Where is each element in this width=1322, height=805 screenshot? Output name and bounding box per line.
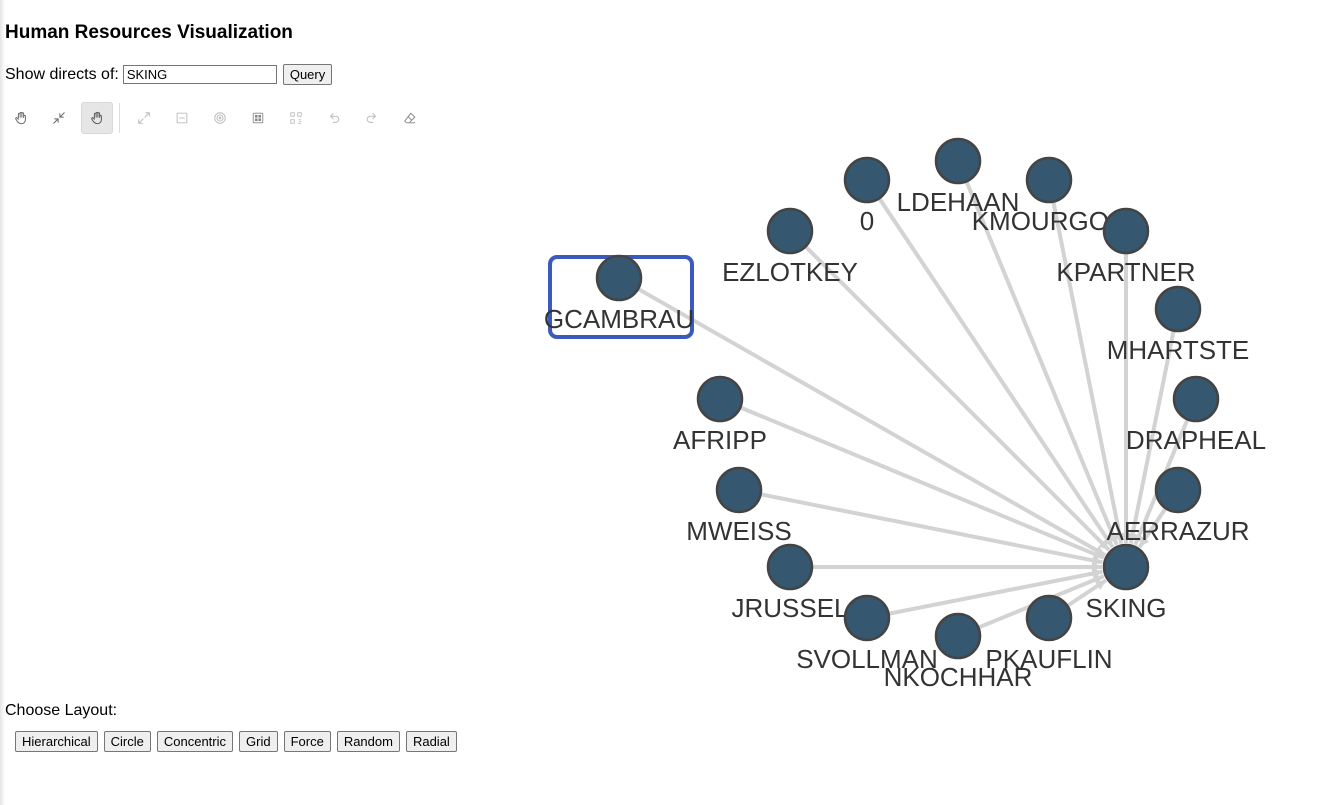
node-kpartner[interactable]: KPARTNER [1056, 207, 1196, 287]
node-circle[interactable] [934, 137, 982, 185]
redo-icon[interactable] [356, 102, 388, 134]
node-circle[interactable] [1172, 375, 1220, 423]
node-afripp[interactable]: AFRIPP [673, 375, 767, 455]
layout-buttons: Hierarchical Circle Concentric Grid Forc… [15, 731, 463, 752]
layout-force-button[interactable]: Force [283, 731, 331, 752]
undo-icon[interactable] [318, 102, 350, 134]
pan-hand-icon[interactable] [5, 102, 37, 134]
node-label: KPARTNER [1056, 257, 1195, 287]
graph-toolbar [5, 101, 432, 135]
node-label: SVOLLMAN [796, 644, 938, 674]
edge-arrowhead [1092, 575, 1104, 585]
node-label: EZLOTKEY [722, 257, 858, 287]
grid-icon[interactable] [242, 102, 274, 134]
expand-icon[interactable] [128, 102, 160, 134]
node-kmourgos[interactable]: KMOURGOS [972, 156, 1127, 236]
edge-arrowhead [1092, 549, 1104, 559]
node-label: 0 [860, 206, 874, 236]
node-circle[interactable] [715, 466, 763, 514]
node-mweiss[interactable]: MWEISS [686, 466, 792, 546]
node-label: AFRIPP [673, 425, 767, 455]
node-circle[interactable] [1154, 466, 1202, 514]
node-circle[interactable] [595, 254, 643, 302]
node-circle[interactable] [934, 612, 982, 660]
node-label: MWEISS [686, 516, 791, 546]
query-form: Show directs of: Query [5, 64, 333, 85]
node-sking[interactable]: SKING [1086, 543, 1167, 623]
node-0[interactable]: 0 [843, 156, 891, 236]
node-mhartste[interactable]: MHARTSTE [1107, 285, 1250, 365]
edge-arrowhead [1091, 555, 1103, 566]
edge-arrowhead [1093, 545, 1106, 556]
node-jrussel[interactable]: JRUSSEL [731, 543, 849, 623]
node-label: KMOURGOS [972, 206, 1127, 236]
layout-concentric-button[interactable]: Concentric [156, 731, 234, 752]
node-label: PKAUFLIN [985, 644, 1112, 674]
node-aerrazur[interactable]: AERRAZUR [1106, 466, 1250, 546]
shrink-icon[interactable] [43, 102, 75, 134]
node-circle[interactable] [696, 375, 744, 423]
node-circle[interactable] [1154, 285, 1202, 333]
query-button[interactable]: Query [282, 64, 333, 85]
node-circle[interactable] [766, 207, 814, 255]
node-label: DRAPHEAL [1126, 425, 1266, 455]
layout-label: Choose Layout: [5, 702, 118, 719]
node-circle[interactable] [1102, 207, 1150, 255]
layout-radial-button[interactable]: Radial [405, 731, 457, 752]
page-title: Human Resources Visualization [5, 22, 293, 43]
node-gcambrau[interactable]: GCAMBRAU [544, 254, 694, 339]
node-label: AERRAZUR [1106, 516, 1249, 546]
node-circle[interactable] [843, 594, 891, 642]
page-edge [0, 0, 5, 805]
edge-arrowhead [1092, 562, 1102, 572]
node-ldehaan[interactable]: LDEHAAN [897, 137, 1020, 217]
query-label: Show directs of: [5, 65, 119, 83]
node-circle[interactable] [843, 156, 891, 204]
layout-hierarchical-button[interactable]: Hierarchical [15, 731, 98, 752]
tree-icon[interactable] [280, 102, 312, 134]
target-icon[interactable] [204, 102, 236, 134]
node-label: NKOCHHAR [884, 662, 1033, 692]
node-label: SKING [1086, 593, 1167, 623]
layout-random-button[interactable]: Random [336, 731, 400, 752]
node-circle[interactable] [1102, 543, 1150, 591]
node-circle[interactable] [1025, 156, 1073, 204]
layout-grid-button[interactable]: Grid [239, 731, 278, 752]
node-drapheal[interactable]: DRAPHEAL [1126, 375, 1266, 455]
edge-arrowhead [1094, 580, 1106, 590]
edge-arrowhead [1091, 568, 1103, 579]
node-circle[interactable] [766, 543, 814, 591]
employee-search-input[interactable] [122, 65, 277, 84]
node-label: LDEHAAN [897, 187, 1020, 217]
node-label: JRUSSEL [731, 593, 848, 623]
collapse-icon[interactable] [166, 102, 198, 134]
eraser-icon[interactable] [394, 102, 426, 134]
layout-circle-button[interactable]: Circle [103, 731, 151, 752]
toolbar-divider [119, 103, 120, 133]
select-hand-icon[interactable] [81, 102, 113, 134]
node-pkauflin[interactable]: PKAUFLIN [985, 594, 1113, 674]
node-ezlotkey[interactable]: EZLOTKEY [722, 207, 858, 287]
node-nkochhar[interactable]: NKOCHHAR [884, 612, 1033, 692]
node-circle[interactable] [1025, 594, 1073, 642]
node-label: GCAMBRAU [544, 304, 694, 334]
node-svollman[interactable]: SVOLLMAN [796, 594, 938, 674]
node-label: MHARTSTE [1107, 335, 1250, 365]
